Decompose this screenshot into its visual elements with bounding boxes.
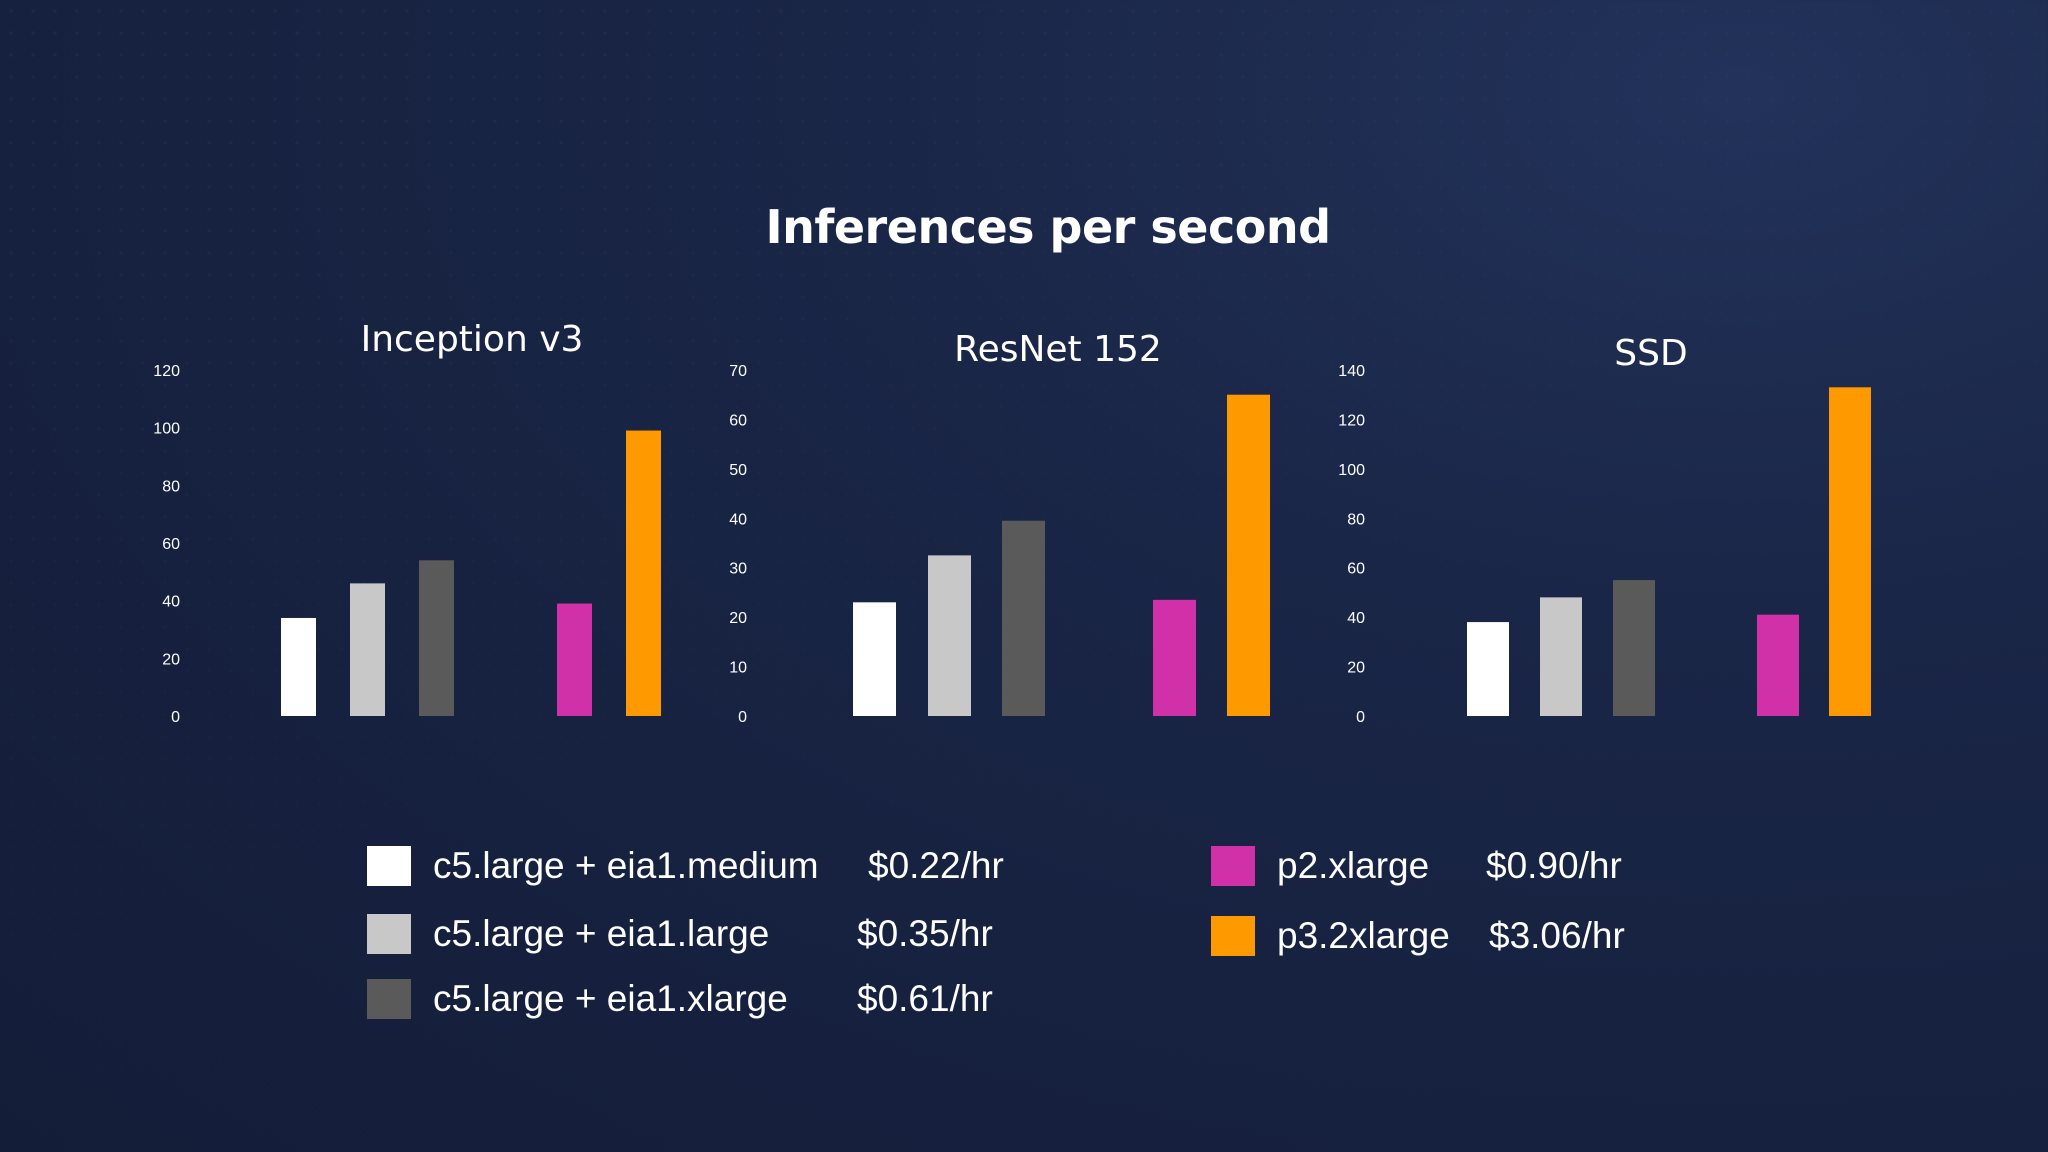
y-tick-label: 60 (162, 536, 180, 553)
bar-c5-large-eia1-large (928, 555, 971, 716)
chart-title: SSD (1614, 333, 1687, 374)
y-tick-label: 50 (729, 462, 747, 479)
y-tick-label: 120 (153, 363, 180, 380)
bar-p2-xlarge (1757, 614, 1799, 716)
y-tick-label: 20 (729, 610, 747, 627)
bar-c5-large-eia1-medium (281, 617, 316, 716)
legend-label-p2-xlarge: p2.xlarge (1277, 845, 1430, 886)
y-tick-label: 40 (1347, 610, 1365, 627)
y-tick-label: 20 (1347, 660, 1365, 677)
bar-p3-2xlarge (626, 430, 661, 716)
chart-title: ResNet 152 (954, 329, 1162, 370)
bar-c5-large-eia1-large (350, 583, 385, 716)
bar-c5-large-eia1-xlarge (1002, 520, 1045, 716)
legend-swatch-eia1-medium (367, 846, 411, 886)
y-tick-label: 80 (1347, 511, 1365, 528)
chart-2: SSD 0 20 40 60 80 100 120 140 (1338, 333, 1871, 726)
bar-p3-2xlarge (1829, 387, 1871, 716)
legend-price-eia1-xlarge: $0.61/hr (857, 978, 993, 1019)
legend-label-eia1-medium: c5.large + eia1.medium (433, 845, 819, 886)
bar-p2-xlarge (1153, 599, 1196, 716)
y-tick-label: 20 (162, 651, 180, 668)
bar-p3-2xlarge (1227, 394, 1270, 716)
y-tick-label: 70 (729, 363, 747, 380)
legend-label-eia1-large: c5.large + eia1.large (433, 913, 770, 954)
chart-0: Inception v3 0 20 40 60 80 100 120 (153, 319, 661, 726)
chart-title: Inception v3 (361, 319, 584, 360)
y-tick-label: 40 (729, 511, 747, 528)
bar-c5-large-eia1-xlarge (1613, 580, 1655, 716)
legend-label-p3-2xlarge: p3.2xlarge (1277, 915, 1450, 956)
y-tick-label: 30 (729, 561, 747, 578)
legend-swatch-p2-xlarge (1211, 846, 1255, 886)
y-tick-label: 100 (1338, 462, 1365, 479)
chart-main-title: Inferences per second (765, 200, 1331, 254)
y-tick-label: 120 (1338, 412, 1365, 429)
bar-c5-large-eia1-xlarge (419, 560, 454, 716)
legend-price-eia1-large: $0.35/hr (857, 913, 993, 954)
y-tick-label: 40 (162, 594, 180, 611)
bar-c5-large-eia1-medium (1467, 622, 1509, 716)
legend-price-eia1-medium: $0.22/hr (868, 845, 1004, 886)
legend-label-eia1-xlarge: c5.large + eia1.xlarge (433, 978, 788, 1019)
y-tick-label: 0 (171, 709, 180, 726)
legend-price-p2-xlarge: $0.90/hr (1486, 845, 1622, 886)
y-tick-label: 140 (1338, 363, 1365, 380)
y-tick-label: 10 (729, 660, 747, 677)
legend-price-p3-2xlarge: $3.06/hr (1489, 915, 1625, 956)
y-tick-label: 80 (162, 478, 180, 495)
legend-swatch-p3-2xlarge (1211, 916, 1255, 956)
bar-c5-large-eia1-large (1540, 597, 1582, 716)
y-tick-label: 100 (153, 421, 180, 438)
y-tick-label: 60 (1347, 561, 1365, 578)
y-tick-label: 0 (738, 709, 747, 726)
bar-c5-large-eia1-medium (853, 602, 896, 716)
y-tick-label: 60 (729, 412, 747, 429)
y-tick-label: 0 (1356, 709, 1365, 726)
bar-p2-xlarge (557, 603, 592, 716)
legend-swatch-eia1-large (367, 914, 411, 954)
legend-swatch-eia1-xlarge (367, 979, 411, 1019)
chart-1: ResNet 152 0 10 20 30 40 50 60 70 (729, 329, 1270, 726)
